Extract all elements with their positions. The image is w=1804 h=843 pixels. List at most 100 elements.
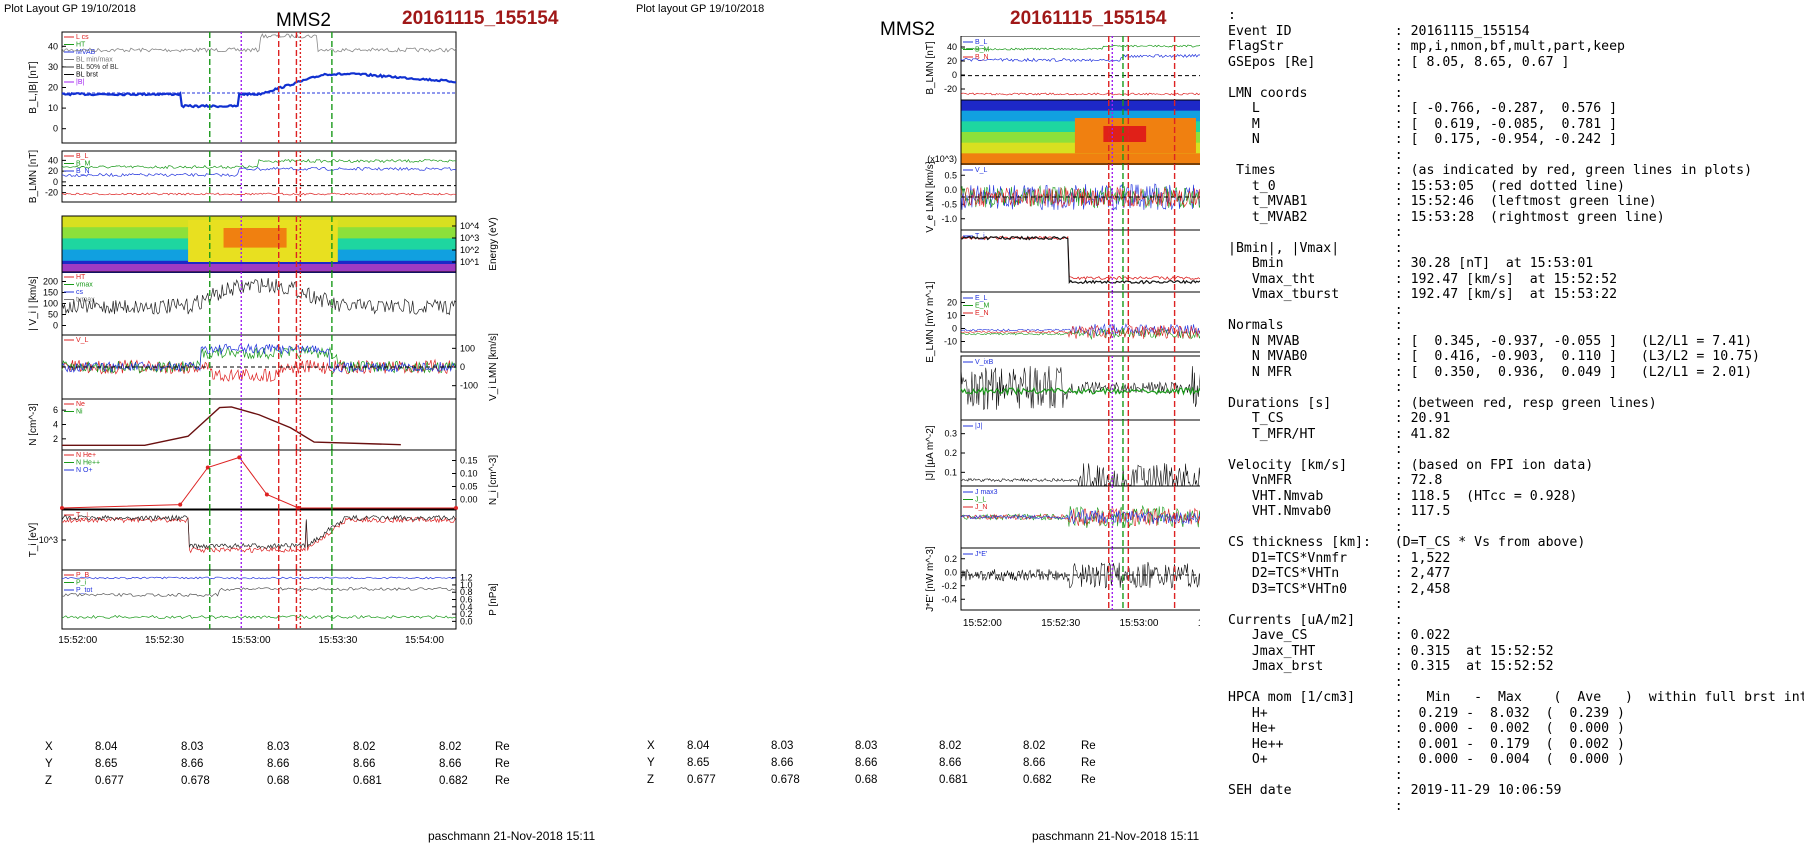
legend-entry: |B| <box>76 79 84 86</box>
trace-el <box>960 323 1200 337</box>
legend-entry: Ne <box>76 401 85 408</box>
trace-em <box>960 328 1200 340</box>
ytick-label: -10 <box>944 337 957 347</box>
orbit-cell: 8.02 <box>439 740 462 753</box>
event-title-2: 20161115_155154 <box>1010 8 1167 29</box>
ytick-label: 30 <box>48 62 58 72</box>
ytick-label: 20 <box>48 83 58 93</box>
trace-en <box>960 324 1200 340</box>
legend-entry: J*E' <box>975 551 987 558</box>
ytick-label: 10 <box>48 103 58 113</box>
spec-low <box>62 264 456 272</box>
time-tick: 15:52:00 <box>58 635 97 646</box>
ytick-label: 1.2 <box>460 573 473 583</box>
legend-entry: N He+ <box>76 452 96 459</box>
legend-entry: T_i <box>975 233 985 240</box>
legend-entry: |J| <box>975 423 982 430</box>
orbit-row: Y 8.65 8.66 8.66 8.66 8.66 Re <box>647 754 1111 771</box>
ytick-label: -20 <box>944 84 957 94</box>
panel-ylabel: N_i [cm^-3] <box>488 455 499 505</box>
orbit-cell: 8.65 <box>687 756 710 769</box>
trace-he-pp <box>61 456 456 509</box>
orbit-cell: 8.04 <box>687 739 710 752</box>
ytick-label: 0 <box>952 70 957 80</box>
ytick-label: 0.0 <box>944 567 957 577</box>
ytick-label: 0.10 <box>460 469 478 479</box>
orbit-cell: 0.677 <box>95 774 124 787</box>
layout-label: Plot Layout GP 19/10/2018 <box>4 3 136 15</box>
panel-ylabel: Energy (eV) <box>488 217 499 270</box>
panel-frame <box>61 150 457 203</box>
layout-label-2: Plot layout GP 19/10/2018 <box>636 3 765 15</box>
legend-entry: Ni <box>76 409 83 416</box>
left-footer: paschmann 21-Nov-2018 15:11 <box>428 829 596 843</box>
ytick-label: 10^1 <box>460 257 479 267</box>
middle-panels: -20 0 20 40 B_LMN [nT] B_LB_MB_N 10^110^210^31… <box>925 36 1200 629</box>
orbit-cell: 8.03 <box>855 739 878 752</box>
trace-vl <box>61 343 457 374</box>
ytick-label: 150 <box>43 288 58 298</box>
orbit-cell: Y <box>45 757 53 770</box>
panel-ylabel: P [nPa] <box>488 583 499 616</box>
spacecraft-title-2: MMS2 <box>880 19 935 40</box>
ytick-label: 6 <box>53 405 58 415</box>
panel-em: -10010E_M [mV m^-1]V_ixB <box>960 355 1200 421</box>
orbit-cell: Z <box>647 773 655 786</box>
orbit-cell: Re <box>1081 773 1096 786</box>
orbit-cell: 8.65 <box>95 757 118 770</box>
trace-bn <box>61 192 457 196</box>
trace-j-n <box>960 507 1200 527</box>
trace-j-m <box>961 504 1200 528</box>
panel-ylabel: B_LMN [nT] <box>28 150 39 204</box>
trace-j-l <box>960 509 1200 525</box>
legend-entry: B_N <box>975 54 989 61</box>
legend-entry: J_N <box>975 504 987 511</box>
legend-entry: BL brst <box>76 72 98 79</box>
panel-ylabel: | V_i | [km/s] <box>28 276 39 331</box>
trace-blv <box>61 166 457 177</box>
time-tick: 15:53:30 <box>1198 618 1200 629</box>
ytick-label: 0 <box>53 177 58 187</box>
ytick-label: 4 <box>53 420 58 430</box>
ytick-label: 10^3 <box>39 535 58 545</box>
orbit-cell: Re <box>495 757 510 770</box>
trace-te <box>960 235 1200 285</box>
panel-jdote: -0.4 -0.2 0.0 0.2 J*E' [nW m^-3] J*E' <box>925 546 1200 612</box>
orbit-cell: Y <box>647 756 655 769</box>
trace-bmag <box>61 33 457 53</box>
ytick-label: 0.2 <box>944 554 957 564</box>
panel-ylabel: J*E' [nW m^-3] <box>925 546 936 612</box>
panel-ve: -1.0 -0.5 0.0 0.5 V_e LMN [km/s](x10^3) V_L <box>925 154 1200 233</box>
panel-pressure: 0.00.20.40.60.81.01.2 P [nPa] P_BP_iP_tot <box>61 569 499 630</box>
spec-peak <box>1103 126 1147 142</box>
orbit-row: Z 0.677 0.678 0.68 0.681 0.682 Re <box>45 772 525 789</box>
time-tick: 15:54:00 <box>405 635 444 646</box>
ytick-label: 1.0 <box>460 580 473 590</box>
orbit-cell: 8.66 <box>267 757 290 770</box>
orbit-row: Y 8.65 8.66 8.66 8.66 8.66 Re <box>45 755 525 772</box>
panel-frame <box>960 291 1200 353</box>
trace-bm <box>61 158 457 170</box>
legend-entry: L cs <box>76 34 89 41</box>
trace-te-red <box>960 235 1200 281</box>
legend-entry: E_M <box>975 303 990 310</box>
panel-ylabel: V_e LMN [km/s] <box>925 161 936 232</box>
trace-ti <box>61 514 457 550</box>
ytick-label: 40 <box>947 42 957 52</box>
orbit-cell: 8.66 <box>1023 756 1046 769</box>
orbit-row: Z 0.677 0.678 0.68 0.681 0.682 Re <box>647 771 1111 788</box>
orbit-cell: Z <box>45 774 53 787</box>
trace-ptot <box>61 615 457 620</box>
panel-vlmn: -100 0 100 V_i LMN [km/s] V_L <box>61 333 499 401</box>
panel-ion_spec: 10^1 10^2 10^3 10^4 Energy (eV) <box>61 215 499 273</box>
ytick-label: 10^3 <box>460 233 479 243</box>
orbit-cell: 0.681 <box>939 773 968 786</box>
panel-ylabel: B_LMN [nT] <box>925 41 936 95</box>
ytick-label: 10^2 <box>460 245 479 255</box>
trace-vixb <box>960 386 1200 396</box>
trace-pi <box>61 586 457 598</box>
panel-frame <box>61 509 457 571</box>
legend-entry: HT <box>76 42 86 49</box>
